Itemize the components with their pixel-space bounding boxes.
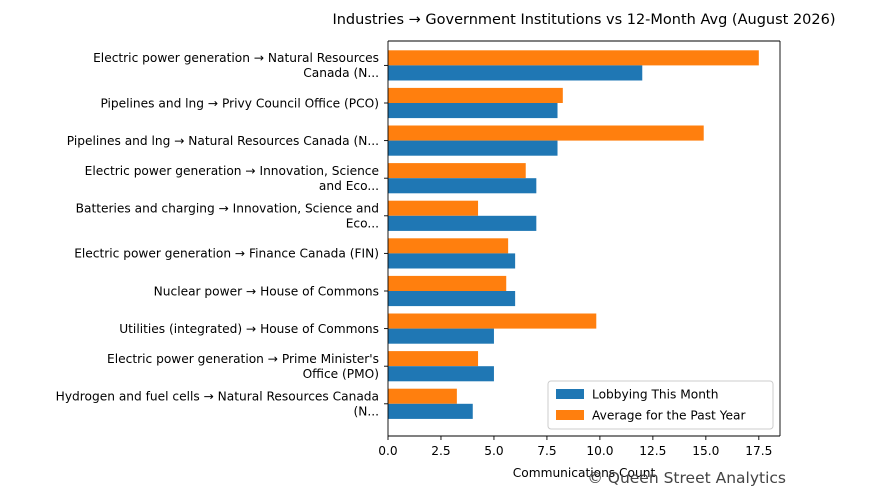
bar-this-month-3 — [388, 140, 558, 156]
x-tick-labels: 0.0 2.5 5.0 7.5 10.0 12.5 15.0 17.5 — [378, 436, 772, 458]
x-axis-label: Communications Count — [513, 466, 656, 480]
x-tick-label: 2.5 — [431, 444, 450, 458]
y-tick-labels: Electric power generation → Natural Reso… — [56, 51, 388, 419]
bar-average-9 — [388, 351, 479, 367]
bars-group — [388, 50, 759, 419]
legend: Lobbying This Month Average for the Past … — [547, 380, 774, 430]
bar-average-5 — [388, 200, 479, 216]
legend-frame — [547, 380, 774, 430]
x-tick-label: 12.5 — [639, 444, 666, 458]
bar-this-month-8 — [388, 328, 494, 344]
bar-average-7 — [388, 275, 507, 291]
legend-label: Average for the Past Year — [592, 409, 746, 423]
x-tick-label: 17.5 — [745, 444, 772, 458]
legend-swatch — [556, 410, 584, 420]
bar-this-month-5 — [388, 215, 537, 231]
y-tick-label: Pipelines and lng → Privy Council Office… — [100, 96, 379, 110]
x-tick-label: 10.0 — [586, 444, 613, 458]
bar-average-3 — [388, 125, 704, 141]
bar-average-6 — [388, 238, 509, 254]
bar-average-10 — [388, 388, 457, 404]
watermark: © Queen Street Analytics — [587, 469, 786, 487]
bar-this-month-2 — [388, 103, 558, 119]
bar-this-month-9 — [388, 366, 494, 382]
x-tick-label: 7.5 — [537, 444, 556, 458]
y-tick-label: Nuclear power → House of Commons — [154, 284, 379, 298]
axes-group — [387, 40, 781, 437]
y-tick-label: Batteries and charging → Innovation, Sci… — [76, 202, 379, 231]
bar-this-month-10 — [388, 403, 473, 419]
x-tick-label: 15.0 — [692, 444, 719, 458]
chart-title: Industries → Government Institutions vs … — [332, 12, 835, 28]
y-tick-label: Hydrogen and fuel cells → Natural Resour… — [56, 390, 379, 419]
bar-this-month-6 — [388, 253, 516, 269]
y-tick-label: Electric power generation → Finance Cana… — [74, 247, 379, 261]
y-tick-label: Electric power generation → Natural Reso… — [93, 51, 379, 80]
legend-label: Lobbying This Month — [592, 388, 718, 402]
bar-average-2 — [388, 87, 563, 103]
y-tick-label: Electric power generation → Innovation, … — [85, 164, 379, 193]
y-tick-label: Utilities (integrated) → House of Common… — [119, 322, 379, 336]
bar-this-month-1 — [388, 65, 643, 81]
y-tick-label: Electric power generation → Prime Minist… — [107, 352, 379, 381]
bar-average-4 — [388, 163, 526, 179]
legend-swatch — [556, 389, 584, 399]
bar-this-month-4 — [388, 178, 537, 194]
y-tick-label: Pipelines and lng → Natural Resources Ca… — [67, 134, 379, 148]
bar-average-8 — [388, 313, 597, 329]
bar-average-1 — [388, 50, 759, 66]
bar-this-month-7 — [388, 291, 516, 307]
x-tick-label: 5.0 — [484, 444, 503, 458]
x-tick-label: 0.0 — [378, 444, 397, 458]
